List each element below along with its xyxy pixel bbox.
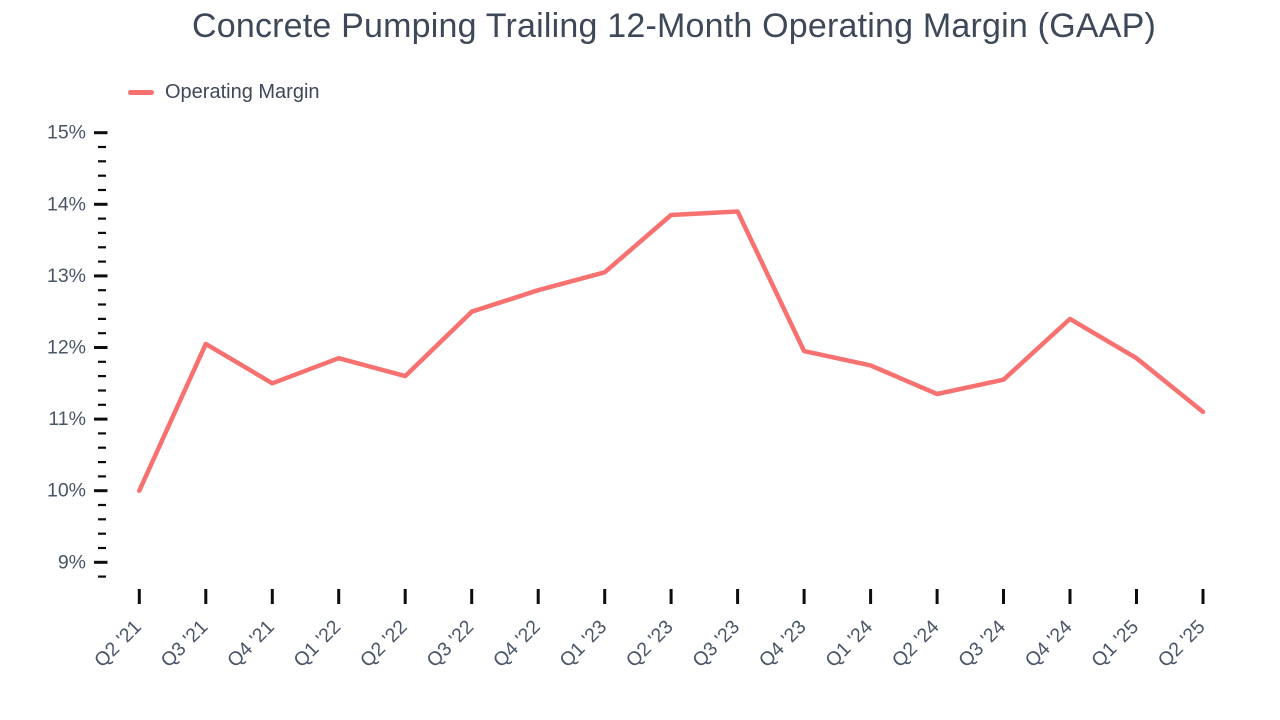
chart-title: Concrete Pumping Trailing 12-Month Opera… bbox=[191, 7, 1157, 45]
y-axis-tick-label: 9% bbox=[58, 551, 86, 573]
y-axis-tick-label: 14% bbox=[47, 193, 86, 215]
x-axis-tick-label: Q3 '21 bbox=[157, 616, 213, 672]
x-axis-tick-label: Q2 '22 bbox=[356, 616, 412, 672]
legend: Operating Margin bbox=[128, 80, 320, 104]
x-axis-tick-label: Q4 '22 bbox=[489, 616, 545, 672]
y-axis-tick-label: 15% bbox=[47, 122, 86, 144]
x-axis-tick-label: Q1 '23 bbox=[555, 616, 611, 672]
y-axis-tick-label: 13% bbox=[47, 265, 86, 287]
y-axis-tick-label: 10% bbox=[47, 480, 86, 502]
x-axis-tick-label: Q3 '23 bbox=[688, 616, 744, 672]
x-axis-tick-label: Q1 '25 bbox=[1087, 616, 1143, 672]
x-axis-tick-label: Q2 '24 bbox=[888, 616, 944, 672]
x-axis-tick-label: Q3 '22 bbox=[422, 616, 478, 672]
operating-margin-line bbox=[137, 209, 1206, 493]
x-axis-tick-label: Q1 '22 bbox=[289, 616, 345, 672]
y-axis-tick-label: 11% bbox=[48, 408, 86, 430]
x-axis-tick-label: Q1 '24 bbox=[821, 616, 877, 672]
x-axis-tick-label: Q4 '21 bbox=[223, 616, 279, 672]
legend-label: Operating Margin bbox=[165, 80, 320, 103]
x-axis-tick-label: Q2 '21 bbox=[90, 616, 146, 672]
y-axis-tick-label: 12% bbox=[47, 337, 86, 359]
x-axis-tick-label: Q2 '25 bbox=[1154, 616, 1210, 672]
x-axis-tick-label: Q3 '24 bbox=[954, 616, 1010, 672]
x-axis-tick-label: Q4 '24 bbox=[1021, 616, 1077, 672]
line-swatch-icon bbox=[128, 89, 154, 95]
x-axis-tick-label: Q4 '23 bbox=[755, 616, 811, 672]
x-axis-tick-label: Q2 '23 bbox=[622, 616, 678, 672]
